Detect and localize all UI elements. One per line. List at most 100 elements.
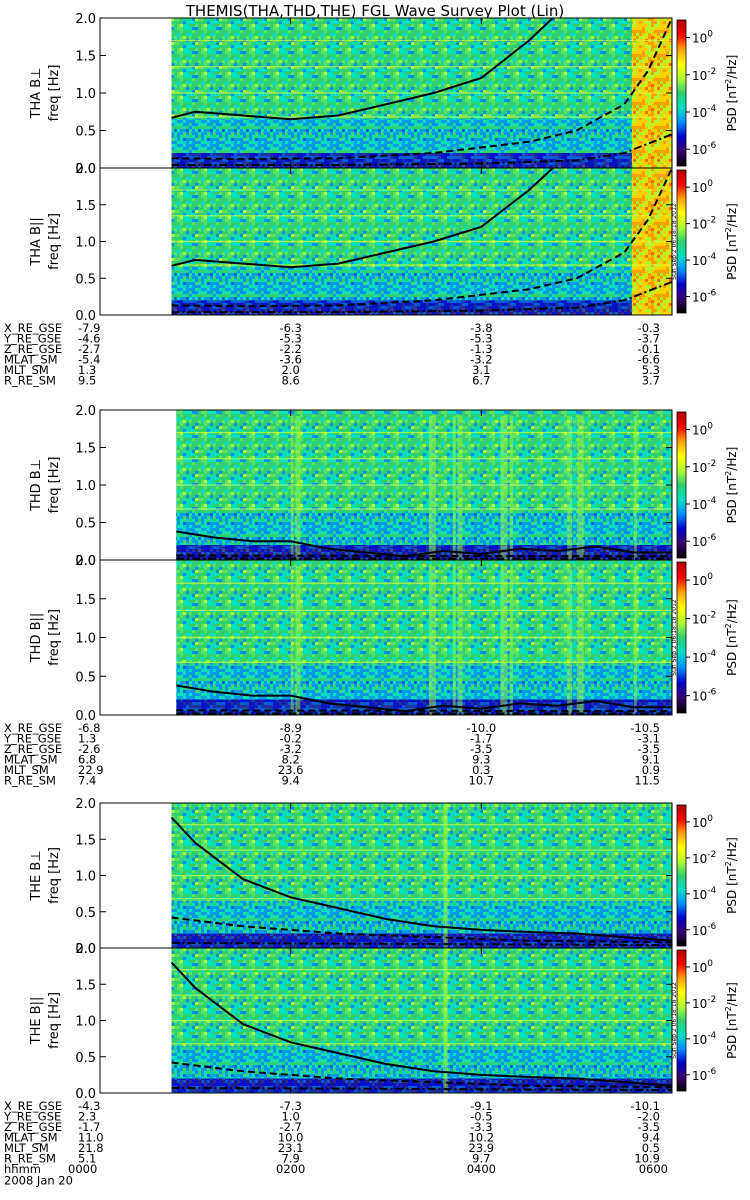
ephemeris-value: -3.5 [638,1120,660,1134]
panel-ylabel: THD B⊥ [29,459,44,512]
ephemeris-value: -2.7 [279,1120,301,1134]
ephemeris-value: -3.6 [279,353,301,367]
ephemeris-value: 1.0 [282,1110,300,1124]
panel-ylabel: THE B⊥ [29,850,44,901]
ephemeris-value: -5.3 [470,332,492,346]
ephemeris-label: Z_RE_GSE [4,342,62,356]
y-tick-label: 0.5 [75,272,96,287]
spectrogram-burst [445,803,449,948]
panel-unit-label: freq [Hz] [47,992,62,1049]
ephemeris-value: -1.7 [78,1120,100,1134]
ephemeris-value: 10.7 [469,774,495,788]
colorbar-tick-label: 100 [692,422,713,438]
curve-dotdash [171,133,673,166]
curve-solid [171,167,554,269]
ephemeris-value: -2.2 [279,342,301,356]
y-tick-label: 1.0 [75,632,96,647]
y-tick-label: 0.5 [75,670,96,685]
panel-unit-label: freq [Hz] [47,457,62,514]
ephemeris-value: -0.2 [279,732,301,746]
panel-unit-label: freq [Hz] [47,213,62,270]
colorbar-tick-label: 10-6 [692,688,717,704]
colorbar-tick-label: 10-6 [692,1067,717,1083]
panel-ylabel: THD B|| [29,613,44,664]
ephemeris-value: -2.0 [638,1110,660,1124]
curve-dashed [171,167,673,308]
y-tick-label: 2.0 [75,942,96,957]
colorbar-tick-label: 10-2 [692,995,716,1011]
colorbar-tick-label: 10-2 [692,850,716,866]
ephemeris-value: -3.2 [279,742,301,756]
ephemeris-value: 22.9 [78,763,104,777]
ephemeris-value: -6.6 [638,353,660,367]
ephemeris-value: 23.9 [469,1141,495,1155]
colorbar-tick-label: 10-2 [692,459,716,475]
spectrogram-band [171,119,672,157]
ephemeris-value: 3.1 [472,363,490,377]
time-axis-tick-label: 0000 [68,1162,97,1176]
ephemeris-value: -2.6 [78,742,100,756]
curve-solid [176,684,672,713]
ephemeris-value: 11.5 [634,774,660,788]
ephemeris-value: 1.3 [78,732,96,746]
ephemeris-value: 10.9 [634,1152,660,1166]
curve-dashed [176,709,673,713]
colorbar-label: PSD [nT2/Hz] [724,982,739,1059]
spectrogram-burst [509,566,513,715]
colorbar [676,411,687,559]
ephemeris-value: -7.3 [279,1099,301,1113]
spectrogram-2 [176,410,672,560]
time-axis-label: hhmm [4,1162,41,1176]
ephemeris-value: 9.4 [642,1131,660,1145]
colorbar [676,19,687,167]
y-tick-label: 2.0 [75,554,96,569]
spectrogram-burst [290,566,294,715]
y-tick-label: 2.0 [75,12,96,27]
ephemeris-label: Y_RE_GSE [3,332,61,346]
colorbar-tick-label: 10-4 [692,496,717,512]
spectrogram-burst [633,566,637,715]
colorbar-tick-label: 100 [692,959,713,975]
spectrogram-burst [428,416,436,560]
spectrogram-burst [500,416,508,560]
ephemeris-value: 10.0 [278,1131,304,1145]
spectrogram-band [171,900,672,938]
time-axis-tick-label: 0400 [467,1162,496,1176]
ephemeris-value: 5.3 [642,363,660,377]
timestamp-stamp: Sun Sep 2 06:18:18 2012 [671,203,678,280]
ephemeris-value: 9.4 [282,774,300,788]
ephemeris-value: 6.8 [78,753,96,767]
ephemeris-value: 11.0 [78,1131,104,1145]
colorbar-tick-label: 10-4 [692,252,717,268]
ephemeris-value: 23.1 [278,1141,304,1155]
spectrogram-burst [509,416,513,560]
ephemeris-label: Y_RE_GSE [3,1110,61,1124]
ephemeris-value: -4.3 [78,1099,100,1113]
colorbar-label: PSD [nT2/Hz] [724,203,739,280]
ephemeris-value: -1.7 [470,732,492,746]
time-axis-tick-label: 0200 [276,1162,305,1176]
ephemeris-value: 9.7 [472,1152,490,1166]
ephemeris-value: 7.9 [282,1152,300,1166]
colorbar [676,561,687,714]
colorbar-tick-label: 10-2 [692,67,716,83]
spectrogram-band [171,267,672,304]
y-tick-label: 2.0 [75,404,96,419]
ephemeris-value: -0.5 [470,1110,492,1124]
spectrogram-4 [171,803,672,948]
ephemeris-label: Z_RE_GSE [4,742,62,756]
y-tick-label: 0.0 [75,942,96,957]
spectrogram-burst [633,416,637,560]
y-tick-label: 0.0 [75,554,96,569]
ephemeris-value: -3.8 [470,321,492,335]
ephemeris-value: -10.1 [630,1099,660,1113]
spectrogram-band [176,511,672,549]
ephemeris-value: 0.3 [472,763,490,777]
colorbar-tick-label: 10-6 [692,289,717,305]
spectrogram-burst [567,416,573,560]
y-tick-label: 2.0 [75,797,96,812]
ephemeris-value: -10.5 [630,721,660,735]
colorbar [676,804,687,947]
colorbar-tick-label: 10-6 [692,922,717,938]
